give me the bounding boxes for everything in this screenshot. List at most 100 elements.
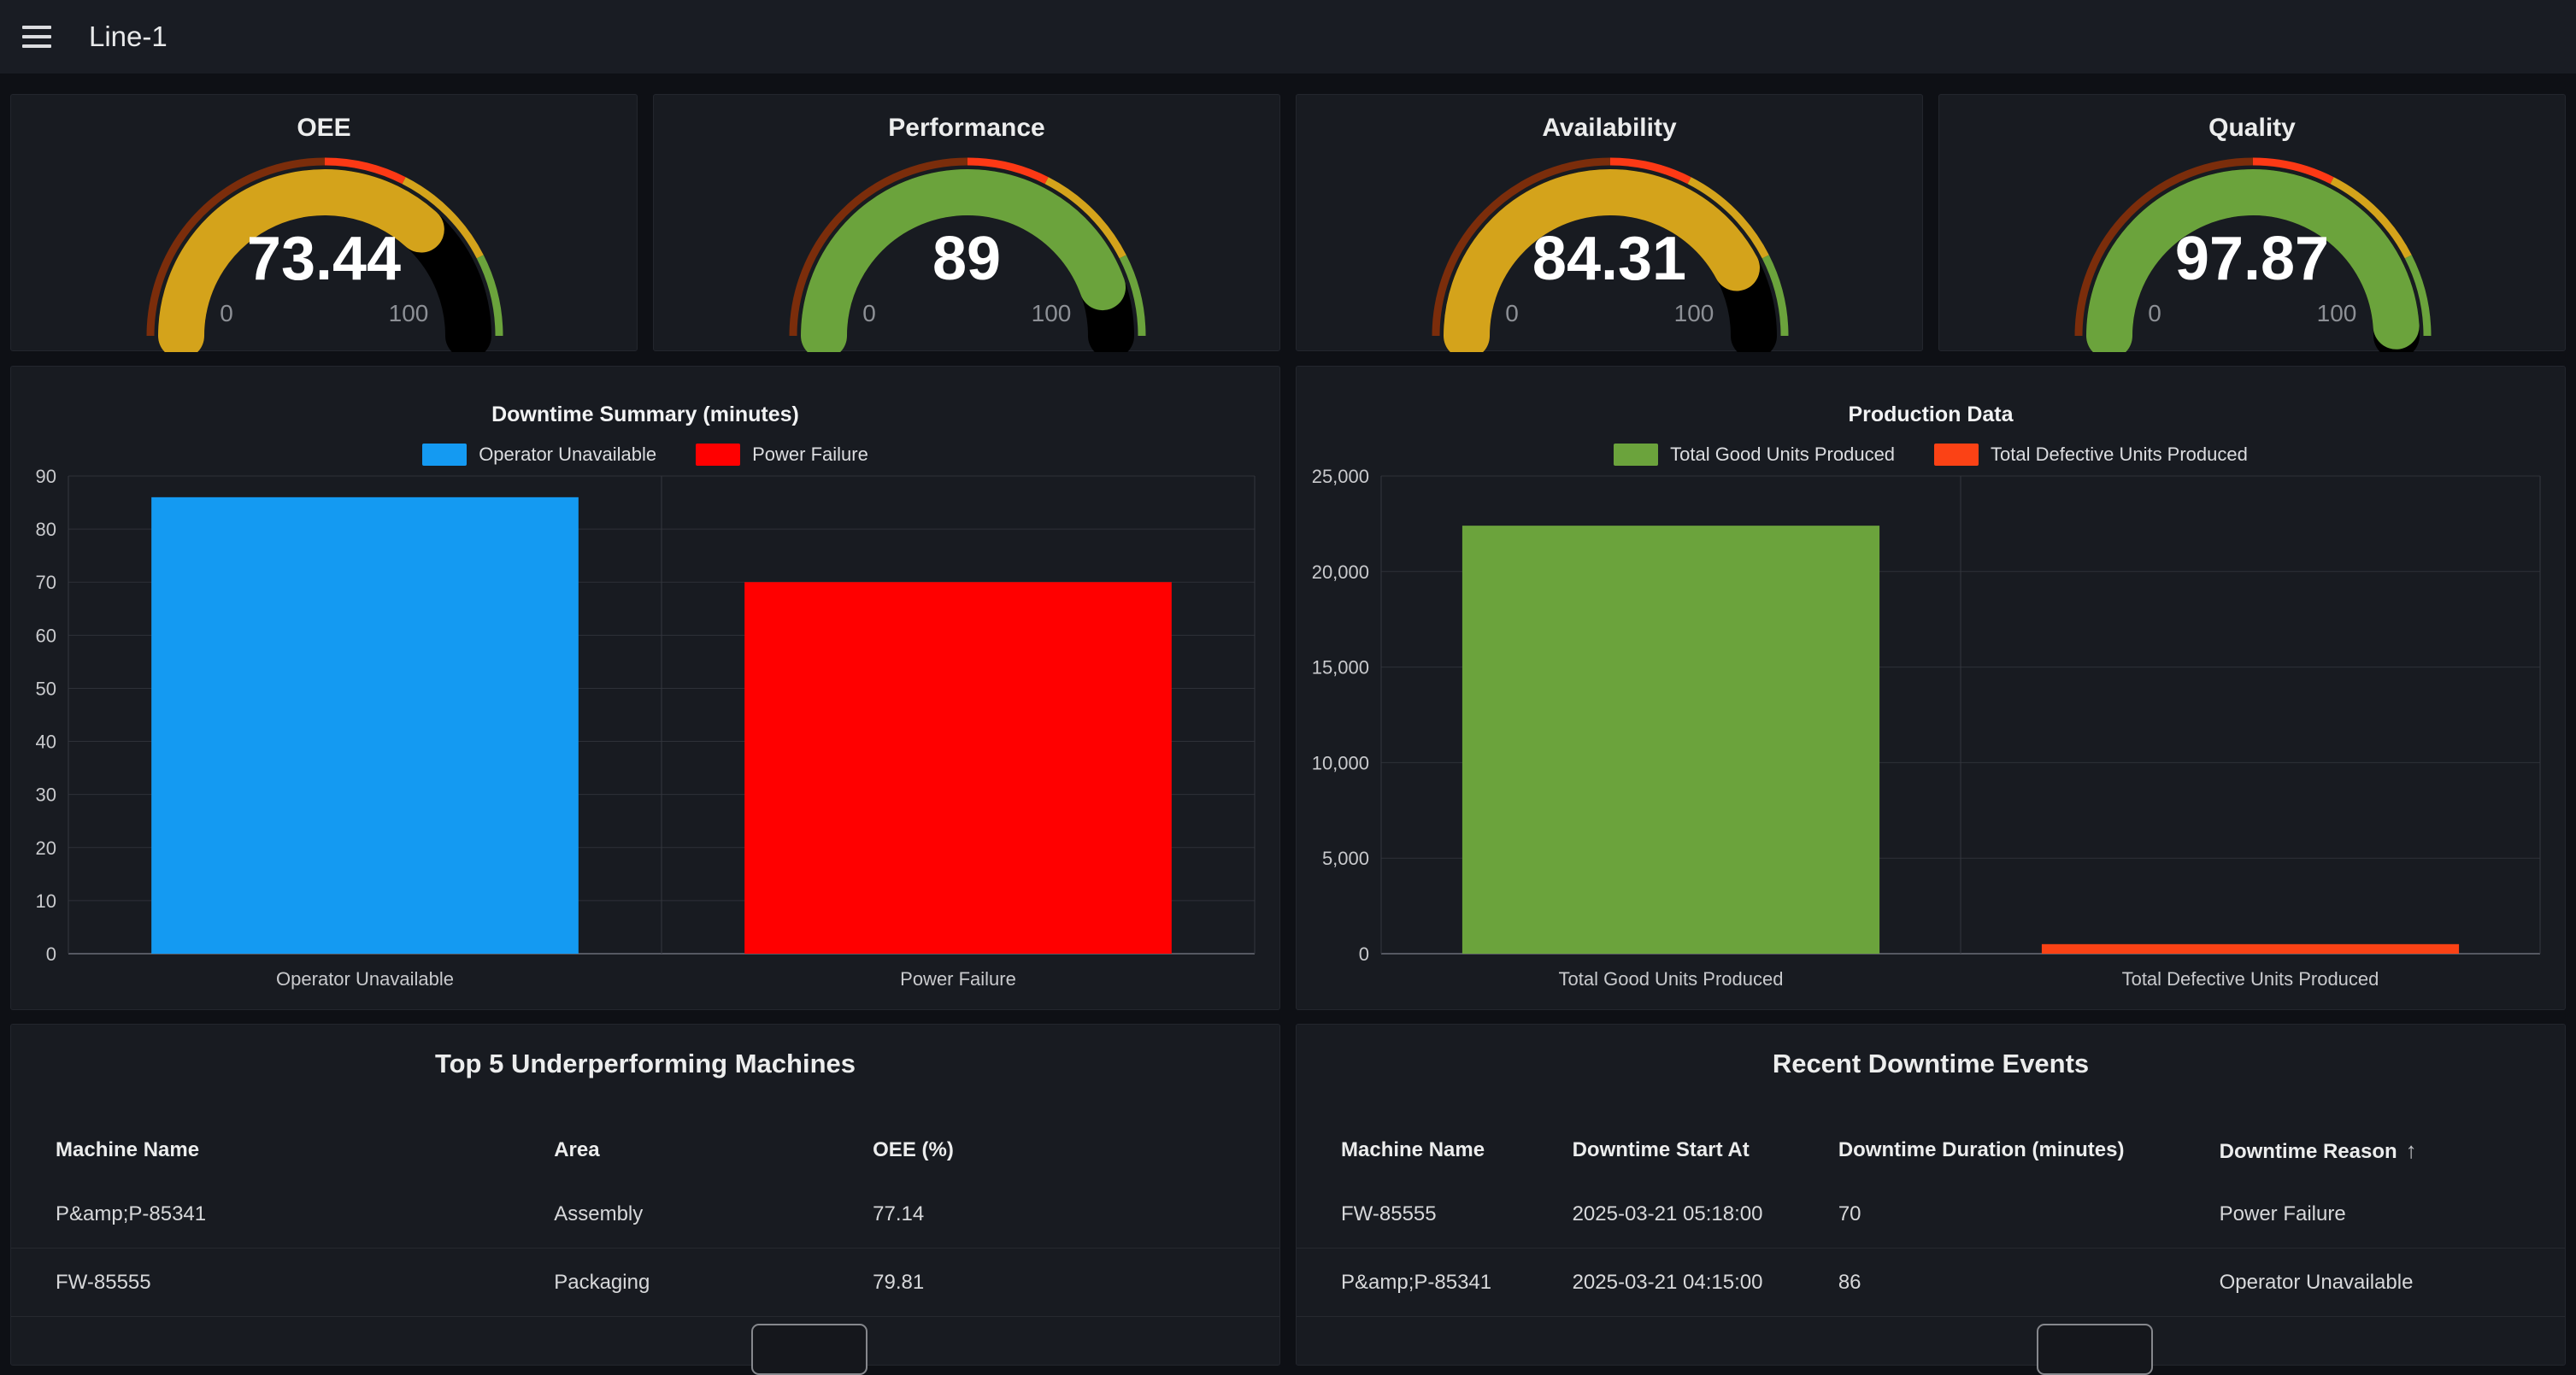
legend-swatch-icon	[1934, 444, 1979, 466]
gauge-max-label: 100	[1031, 300, 1072, 326]
table-cell: P&amp;P-85341	[56, 1202, 207, 1225]
table-cell: Packaging	[554, 1270, 650, 1294]
table-cell: 2025-03-21 05:18:00	[1572, 1202, 1763, 1225]
legend-item[interactable]: Total Good Units Produced	[1614, 444, 1895, 466]
availability-gauge	[1432, 157, 1789, 352]
gauge-max-label: 100	[2316, 300, 2357, 326]
legend-item[interactable]: Power Failure	[696, 444, 868, 466]
y-axis-tick-label: 90	[36, 466, 56, 487]
y-axis-tick-label: 0	[1359, 943, 1369, 965]
gauge-threshold-band	[2252, 157, 2334, 185]
panel-title[interactable]: Downtime Summary (minutes)	[491, 403, 799, 426]
y-axis-tick-label: 20,000	[1312, 561, 1369, 583]
panel-title[interactable]: Availability	[1542, 114, 1677, 142]
sort-up-arrow-icon: ↑	[2405, 1137, 2417, 1163]
gauge-value-arc	[801, 169, 1126, 352]
y-axis-tick-label: 80	[36, 519, 56, 540]
table-cell: 70	[1838, 1202, 1861, 1225]
x-axis-category-label: Operator Unavailable	[276, 968, 454, 990]
gauge-max-label: 100	[388, 300, 429, 326]
column-header-downtime-duration-minutes-[interactable]: Downtime Duration (minutes)	[1838, 1138, 2125, 1161]
table-header-row: Machine Name Area OEE (%)	[11, 1127, 1279, 1173]
x-axis-category-label: Total Defective Units Produced	[2122, 968, 2379, 990]
y-axis-tick-label: 15,000	[1312, 657, 1369, 679]
table-body: FW-85555 2025-03-21 05:18:00 70 Power Failu…	[1297, 1180, 2565, 1317]
y-axis-tick-label: 30	[36, 784, 56, 806]
y-axis-tick-label: 60	[36, 625, 56, 646]
gauge-max-label: 100	[1673, 300, 1714, 326]
panel-oee-gauge: OEE 73.44 0 100	[10, 94, 638, 352]
x-axis-category-label: Power Failure	[900, 968, 1016, 990]
panel-title[interactable]: Performance	[888, 114, 1045, 142]
panel-title[interactable]: Production Data	[1848, 403, 2014, 426]
gauge-threshold-band	[2330, 177, 2412, 259]
legend-item[interactable]: Total Defective Units Produced	[1934, 444, 2248, 466]
panel-title[interactable]: Quality	[2208, 114, 2296, 142]
column-header-area[interactable]: Area	[554, 1138, 600, 1161]
table-cell: Operator Unavailable	[2219, 1270, 2414, 1294]
column-header-oee-[interactable]: OEE (%)	[873, 1138, 954, 1161]
quality-gauge	[2074, 157, 2432, 352]
y-axis-tick-label: 5,000	[1322, 848, 1369, 869]
pagination-button[interactable]	[751, 1324, 867, 1375]
bar-power-failure	[744, 582, 1172, 954]
y-axis-tick-label: 70	[36, 572, 56, 593]
y-axis-tick-label: 25,000	[1312, 466, 1369, 487]
production-data-bar-chart: 0 5,000 10,000 15,000 20,000 25,000 Total Good…	[1312, 466, 2541, 990]
panel-downtime-summary-chart: 0 10 20 30 40 50 60 70 80 90 Operator Unavailable P…	[10, 366, 1280, 1010]
panel-production-data-chart: 0 5,000 10,000 15,000 20,000 25,000 Total Good…	[1296, 366, 2566, 1010]
panel-title[interactable]: Top 5 Underperforming Machines	[434, 1049, 856, 1078]
legend-label: Total Defective Units Produced	[1991, 444, 2248, 465]
panel-title[interactable]: OEE	[297, 114, 351, 142]
legend-swatch-icon	[696, 444, 741, 466]
table-row: P&amp;P-85341 2025-03-21 04:15:00 86 Operat…	[1297, 1249, 2565, 1317]
panel-quality-gauge: Quality 97.87 0 100	[1938, 94, 2566, 352]
bar-operator-unavailable	[151, 497, 579, 954]
table-cell: Assembly	[554, 1202, 644, 1225]
column-header-downtime-start-at[interactable]: Downtime Start At	[1572, 1138, 1750, 1161]
table-cell: 77.14	[873, 1202, 925, 1225]
chart-legend: Operator Unavailable Power Failure	[11, 442, 1279, 467]
column-header-machine-name[interactable]: Machine Name	[1341, 1138, 1485, 1161]
x-axis-category-label: Total Good Units Produced	[1559, 968, 1784, 990]
gauge-threshold-band	[1432, 157, 1611, 337]
oee-gauge	[146, 157, 503, 352]
column-header-downtime-reason[interactable]: Downtime Reason ↑	[2219, 1137, 2417, 1163]
gauge-min-label: 0	[1505, 300, 1519, 326]
gauge-value-arc	[158, 169, 444, 352]
chart-legend: Total Good Units Produced Total Defective…	[1297, 442, 2565, 467]
y-axis-tick-label: 20	[36, 837, 56, 859]
panel-title[interactable]: Recent Downtime Events	[1772, 1049, 2090, 1078]
gauge-min-label: 0	[220, 300, 233, 326]
gauge-threshold-band	[2404, 255, 2432, 337]
hamburger-menu-icon[interactable]	[22, 26, 51, 48]
gauge-threshold-band	[476, 255, 503, 337]
table-row: FW-85555 Packaging 79.81	[11, 1249, 1279, 1317]
legend-label: Power Failure	[752, 444, 868, 465]
table-body: P&amp;P-85341 Assembly 77.14 FW-85555 Packag…	[11, 1180, 1279, 1317]
bar-total-defective-units-produced	[2041, 943, 2460, 954]
panel-recent-downtime-events-table: Recent Downtime Events Machine Name Downt…	[1296, 1024, 2566, 1375]
pagination-button[interactable]	[2037, 1324, 2153, 1375]
column-header-machine-name[interactable]: Machine Name	[56, 1138, 200, 1161]
gauge-value: 84.31	[1532, 225, 1687, 293]
table-cell: FW-85555	[1341, 1202, 1437, 1225]
y-axis-tick-label: 10	[36, 890, 56, 912]
y-axis-tick-label: 40	[36, 732, 56, 753]
gauge-value: 73.44	[246, 225, 402, 293]
panel-availability-gauge: Availability 84.31 0 100	[1296, 94, 1923, 352]
y-axis-tick-label: 10,000	[1312, 752, 1369, 773]
gauge-value-arc	[2086, 169, 2420, 352]
gauge-min-label: 0	[2148, 300, 2161, 326]
gauge-threshold-band	[1044, 177, 1126, 259]
gauge-threshold-band	[1119, 255, 1146, 337]
panel-underperforming-machines-table: Top 5 Underperforming Machines Machine N…	[10, 1024, 1280, 1375]
table-row: FW-85555 2025-03-21 05:18:00 70 Power Failu…	[1297, 1180, 2565, 1249]
y-axis-tick-label: 0	[46, 943, 56, 965]
gauge-threshold-band	[402, 177, 484, 259]
legend-item[interactable]: Operator Unavailable	[422, 444, 656, 466]
gauge-value-arc	[1444, 169, 1760, 352]
gauge-threshold-band	[2074, 157, 2254, 337]
table-cell: P&amp;P-85341	[1341, 1270, 1492, 1294]
gauge-threshold-band	[789, 157, 968, 337]
